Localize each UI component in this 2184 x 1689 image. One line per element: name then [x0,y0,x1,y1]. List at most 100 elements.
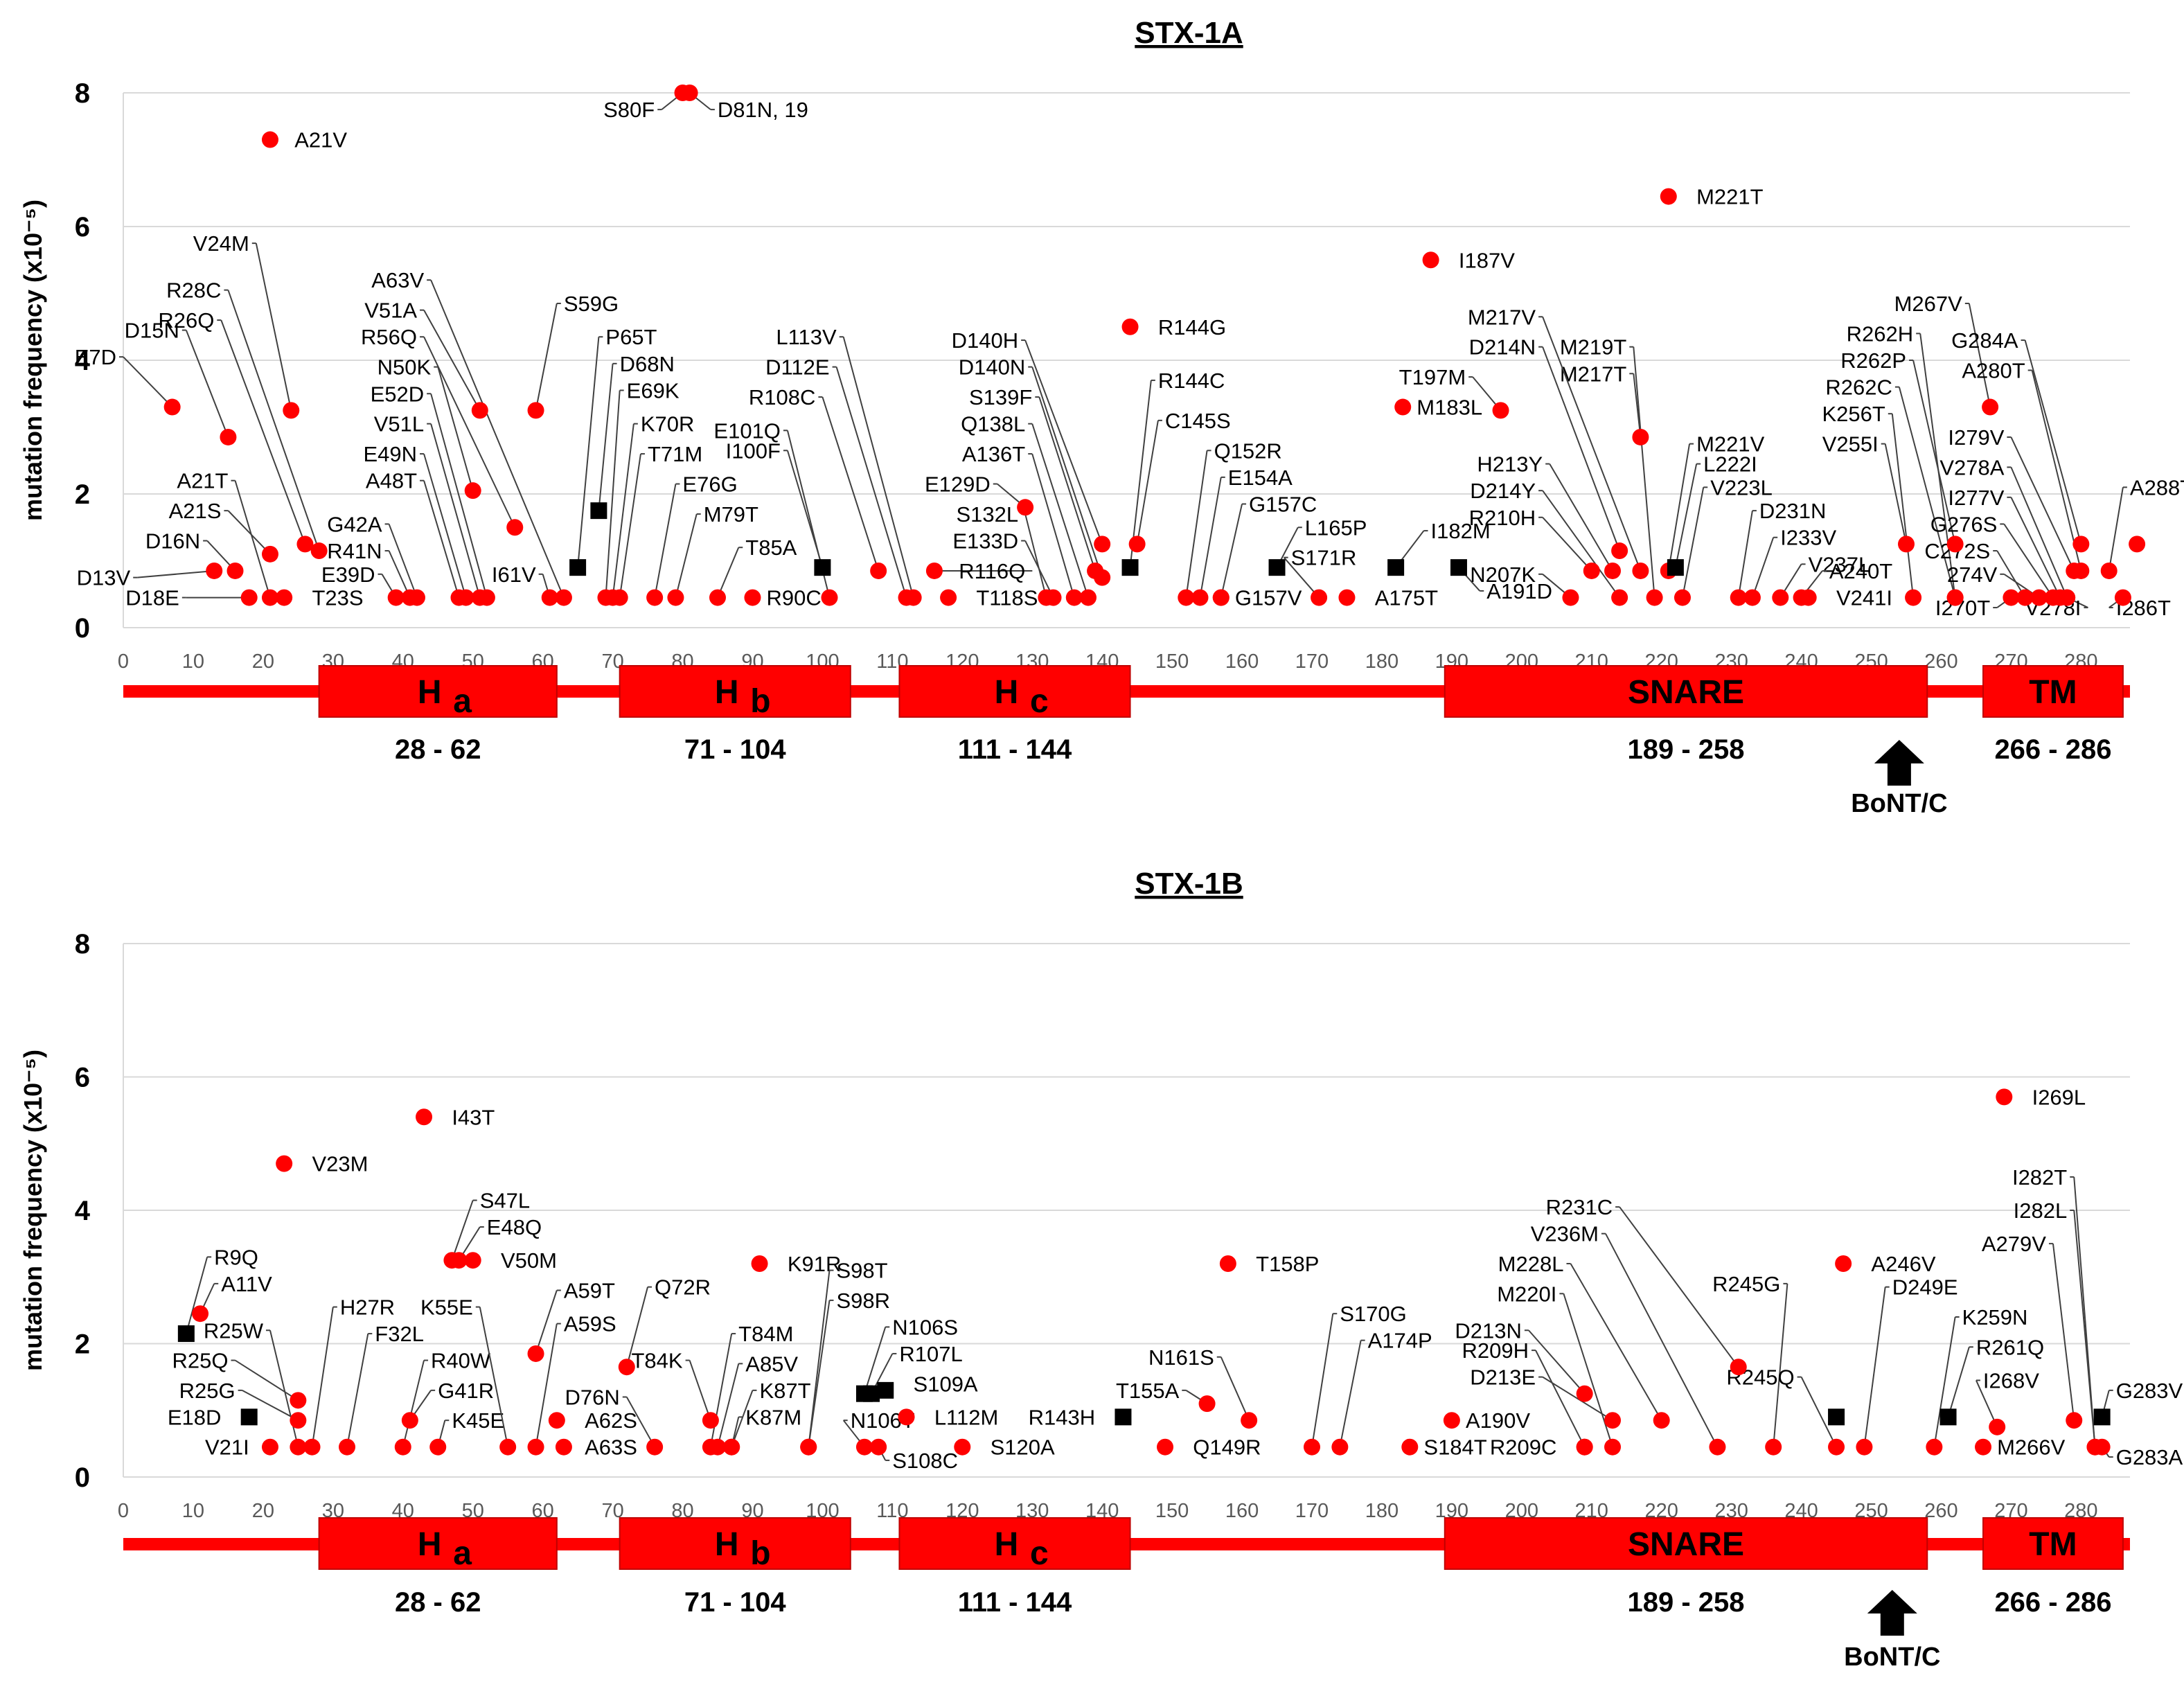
mutation-label: D214N [1469,335,1536,360]
mutation-label: V223L [1710,475,1773,499]
mutation-circle-point [954,1438,971,1456]
leader-line [1136,420,1159,545]
leader-line [388,524,418,598]
mutation-square-point [1268,559,1286,576]
leader-line [1996,550,2026,599]
mutation-circle-point [163,398,181,416]
domain-range: 266 - 286 [1994,1587,2111,1618]
mutation-label: D214Y [1470,479,1536,503]
mutation-label: R209C [1490,1435,1557,1460]
mutation-label: 274V [1947,563,1998,587]
mutation-circle-point [2003,589,2020,606]
x-tick-label: 10 [182,1500,204,1522]
mutation-square-point [1387,559,1405,576]
leader-line [423,310,481,411]
leader-line [1038,396,1097,572]
mutation-circle-point [905,589,922,606]
mutation-label: A279V [1982,1232,2046,1256]
mutation-square-point [877,1381,894,1399]
mutation-label: K55E [420,1296,473,1320]
mutation-circle-point [1828,1438,1845,1456]
leader-line [1800,1377,1837,1448]
domain-box [1444,665,1928,718]
mutation-label: K259N [1962,1305,2028,1329]
mutation-circle-point [1394,398,1412,416]
mutation-label: P65T [605,325,657,349]
mutation-circle-point [1946,589,1964,606]
x-tick-label: 180 [1365,1500,1399,1522]
mutation-circle-point [1975,1438,1992,1456]
leader-line [731,1390,754,1448]
mutation-label: V21I [205,1435,249,1460]
mutation-circle-point [1996,1088,2013,1106]
mutation-circle-point [1730,589,1747,606]
y-tick-label: 4 [75,1196,91,1226]
mutation-circle-point [527,1345,544,1362]
mutation-label: R107L [899,1342,962,1366]
mutation-label: K70R [641,412,695,436]
mutation-label: V24M [193,231,249,256]
x-tick-label: 260 [1924,1500,1957,1522]
leader-line [842,336,914,598]
leader-line [808,1270,831,1447]
leader-line [137,569,215,578]
x-tick-label: 160 [1225,1500,1259,1522]
leader-line [1947,1347,1970,1417]
mutation-circle-point [408,589,425,606]
y-tick-label: 6 [75,1063,90,1093]
leader-line [1681,487,1705,598]
mutation-circle-point [1632,428,1649,445]
mutation-circle-point [1856,1438,1873,1456]
mutation-label: R40W [431,1349,491,1373]
leader-line [423,336,516,528]
mutation-circle-point [751,1255,768,1272]
mutation-circle-point [296,536,314,553]
domain-name: H [715,674,739,711]
leader-line [1968,303,1991,407]
mutation-label: G157V [1235,586,1302,610]
domain-subscript: a [453,1535,472,1572]
mutation-label: G283A [2116,1445,2183,1469]
mutation-label: R262P [1840,348,1906,373]
mutation-label: E7D [75,345,116,369]
mutation-label: D18E [125,586,179,610]
leader-line [1549,463,1613,572]
domain-name: SNARE [1628,1526,1744,1563]
leader-line [2073,1210,2096,1447]
mutation-circle-point [2100,562,2118,579]
leader-line [388,550,411,598]
mutation-circle-point [1079,589,1097,606]
leader-line [605,390,621,598]
mutation-circle-point [1905,589,1922,606]
mutation-label: R25G [179,1379,236,1403]
mutation-label: A240T [1829,559,1892,583]
mutation-circle-point [1926,1438,1943,1456]
mutation-label: N106S [892,1315,958,1339]
mutation-label: M228L [1498,1252,1564,1276]
leader-line [864,1327,887,1394]
mutation-label: H213Y [1477,452,1543,477]
mutation-label: G157C [1249,492,1317,516]
mutation-label: S171R [1291,546,1357,570]
domain-box [1444,1517,1928,1570]
mutation-circle-point [394,1438,411,1456]
mutation-circle-point [240,589,258,606]
mutation-circle-point [646,1438,664,1456]
leader-line [1024,339,1103,545]
mutation-circle-point [646,589,664,606]
leader-line [430,423,481,598]
mutation-circle-point [1604,1412,1622,1429]
mutation-circle-point [940,589,957,606]
mutation-label: A288T [2130,475,2184,499]
leader-line [1220,1356,1250,1421]
mutation-circle-point [855,1438,873,1456]
mutation-label: R26Q [158,308,214,333]
mutation-label: S170G [1340,1302,1407,1326]
domain-box [318,1517,558,1570]
leader-line [479,1307,509,1447]
leader-line [242,1389,299,1422]
mutation-circle-point [1765,1438,1782,1456]
mutation-label: R144G [1158,315,1226,339]
leader-line [2010,467,2068,598]
leader-line [1667,443,1691,572]
